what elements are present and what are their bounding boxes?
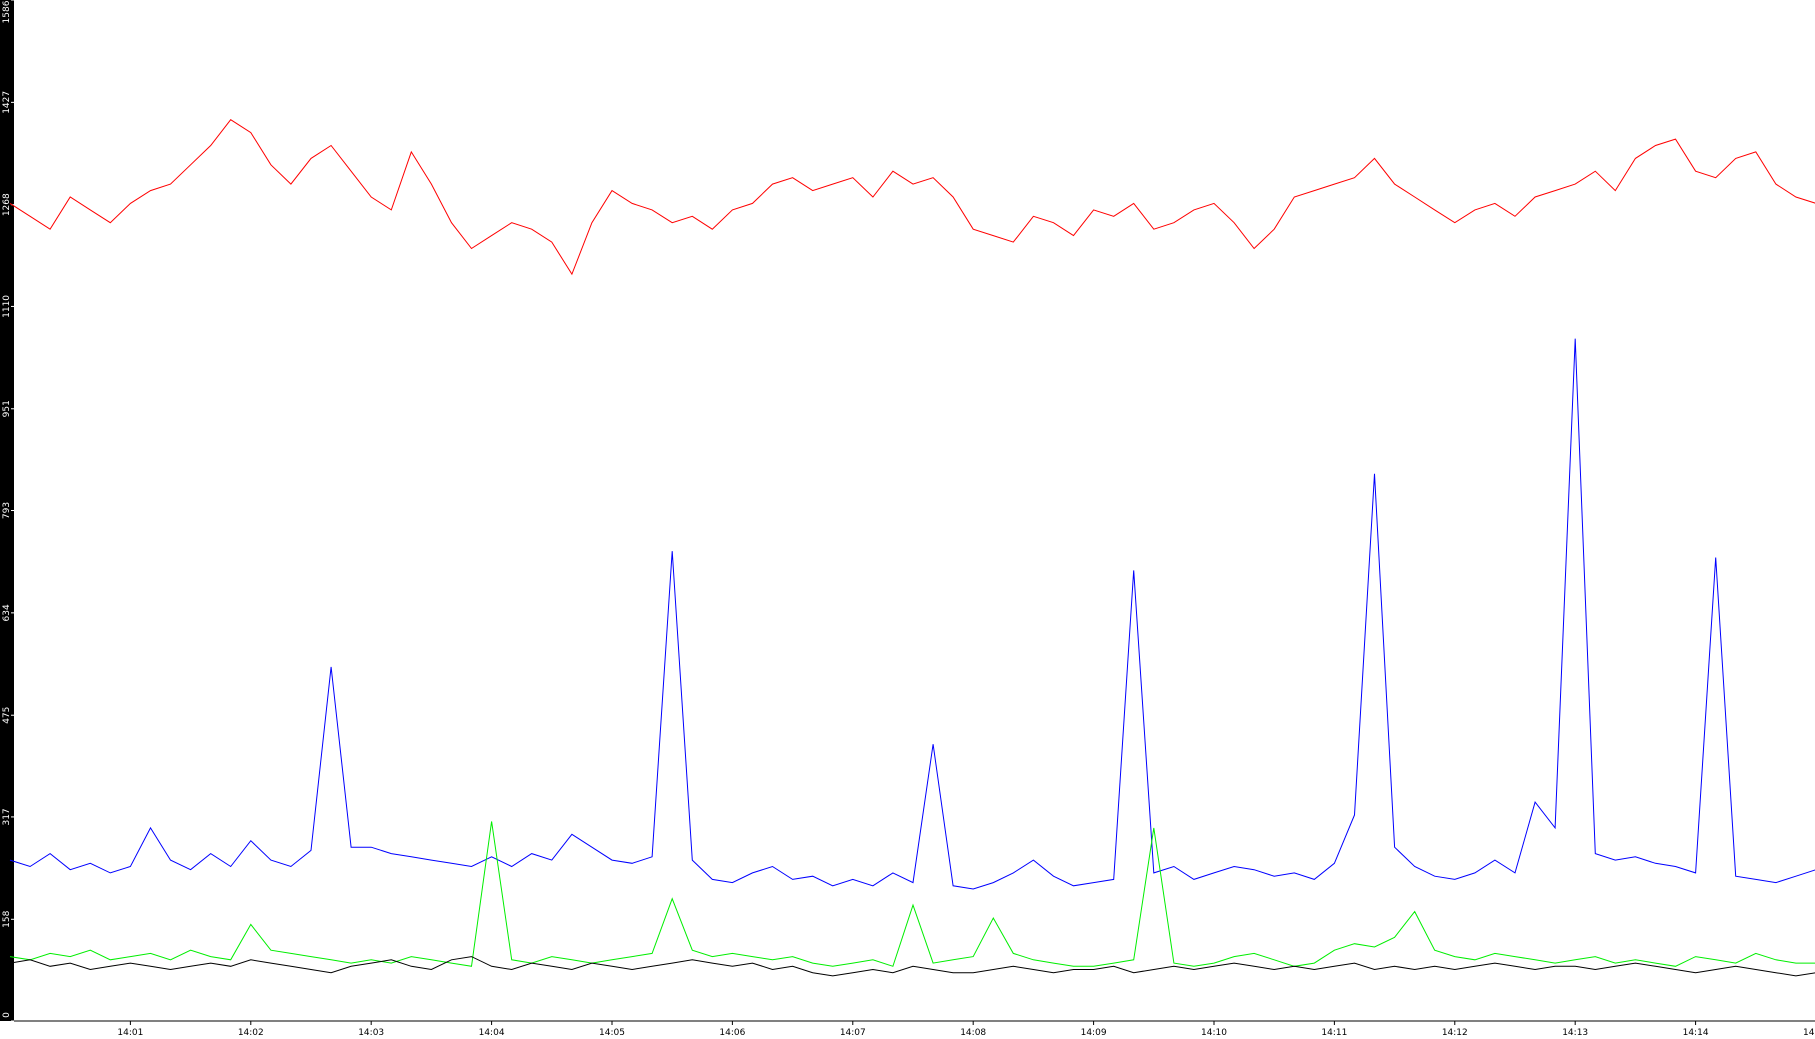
x-tick-label: 14:02 <box>238 1028 264 1038</box>
series-line <box>9 119 1815 276</box>
x-tick-label: 14:08 <box>960 1028 986 1038</box>
x-tick-label: 14:10 <box>1201 1028 1227 1038</box>
y-tick-label: 1110 <box>2 295 12 318</box>
y-tick-label: 158 <box>2 910 12 927</box>
y-tick-label: 634 <box>2 604 12 621</box>
x-tick-label: 14:01 <box>117 1028 143 1038</box>
series-line <box>9 821 1815 967</box>
x-tick-label: 14:12 <box>1442 1028 1468 1038</box>
x-tick-label: 14:11 <box>1321 1028 1347 1038</box>
y-tick-label: 475 <box>2 707 12 724</box>
y-tick-label: 317 <box>2 808 12 825</box>
x-tick-label: 14:13 <box>1562 1028 1588 1038</box>
x-tick-label: 14:07 <box>840 1028 866 1038</box>
x-tick-label: 14:09 <box>1081 1028 1107 1038</box>
x-tick-label: 14:15 <box>1803 1028 1815 1038</box>
y-tick-label: 1427 <box>2 91 12 114</box>
y-tick-label: 0 <box>2 1012 12 1018</box>
x-tick-label: 14:06 <box>719 1028 745 1038</box>
x-tick-label: 14:14 <box>1683 1028 1709 1038</box>
series-line <box>9 338 1815 890</box>
y-tick-label: 793 <box>2 502 12 519</box>
y-tick-label: 1268 <box>2 193 12 216</box>
series-line <box>9 956 1815 977</box>
x-tick-label: 14:05 <box>599 1028 625 1038</box>
y-axis-strip <box>0 0 14 1021</box>
x-tick-label: 14:03 <box>358 1028 384 1038</box>
y-tick-label: 951 <box>2 400 12 417</box>
x-tick-label: 14:04 <box>479 1028 505 1038</box>
y-tick-label: 1586 <box>2 0 12 23</box>
